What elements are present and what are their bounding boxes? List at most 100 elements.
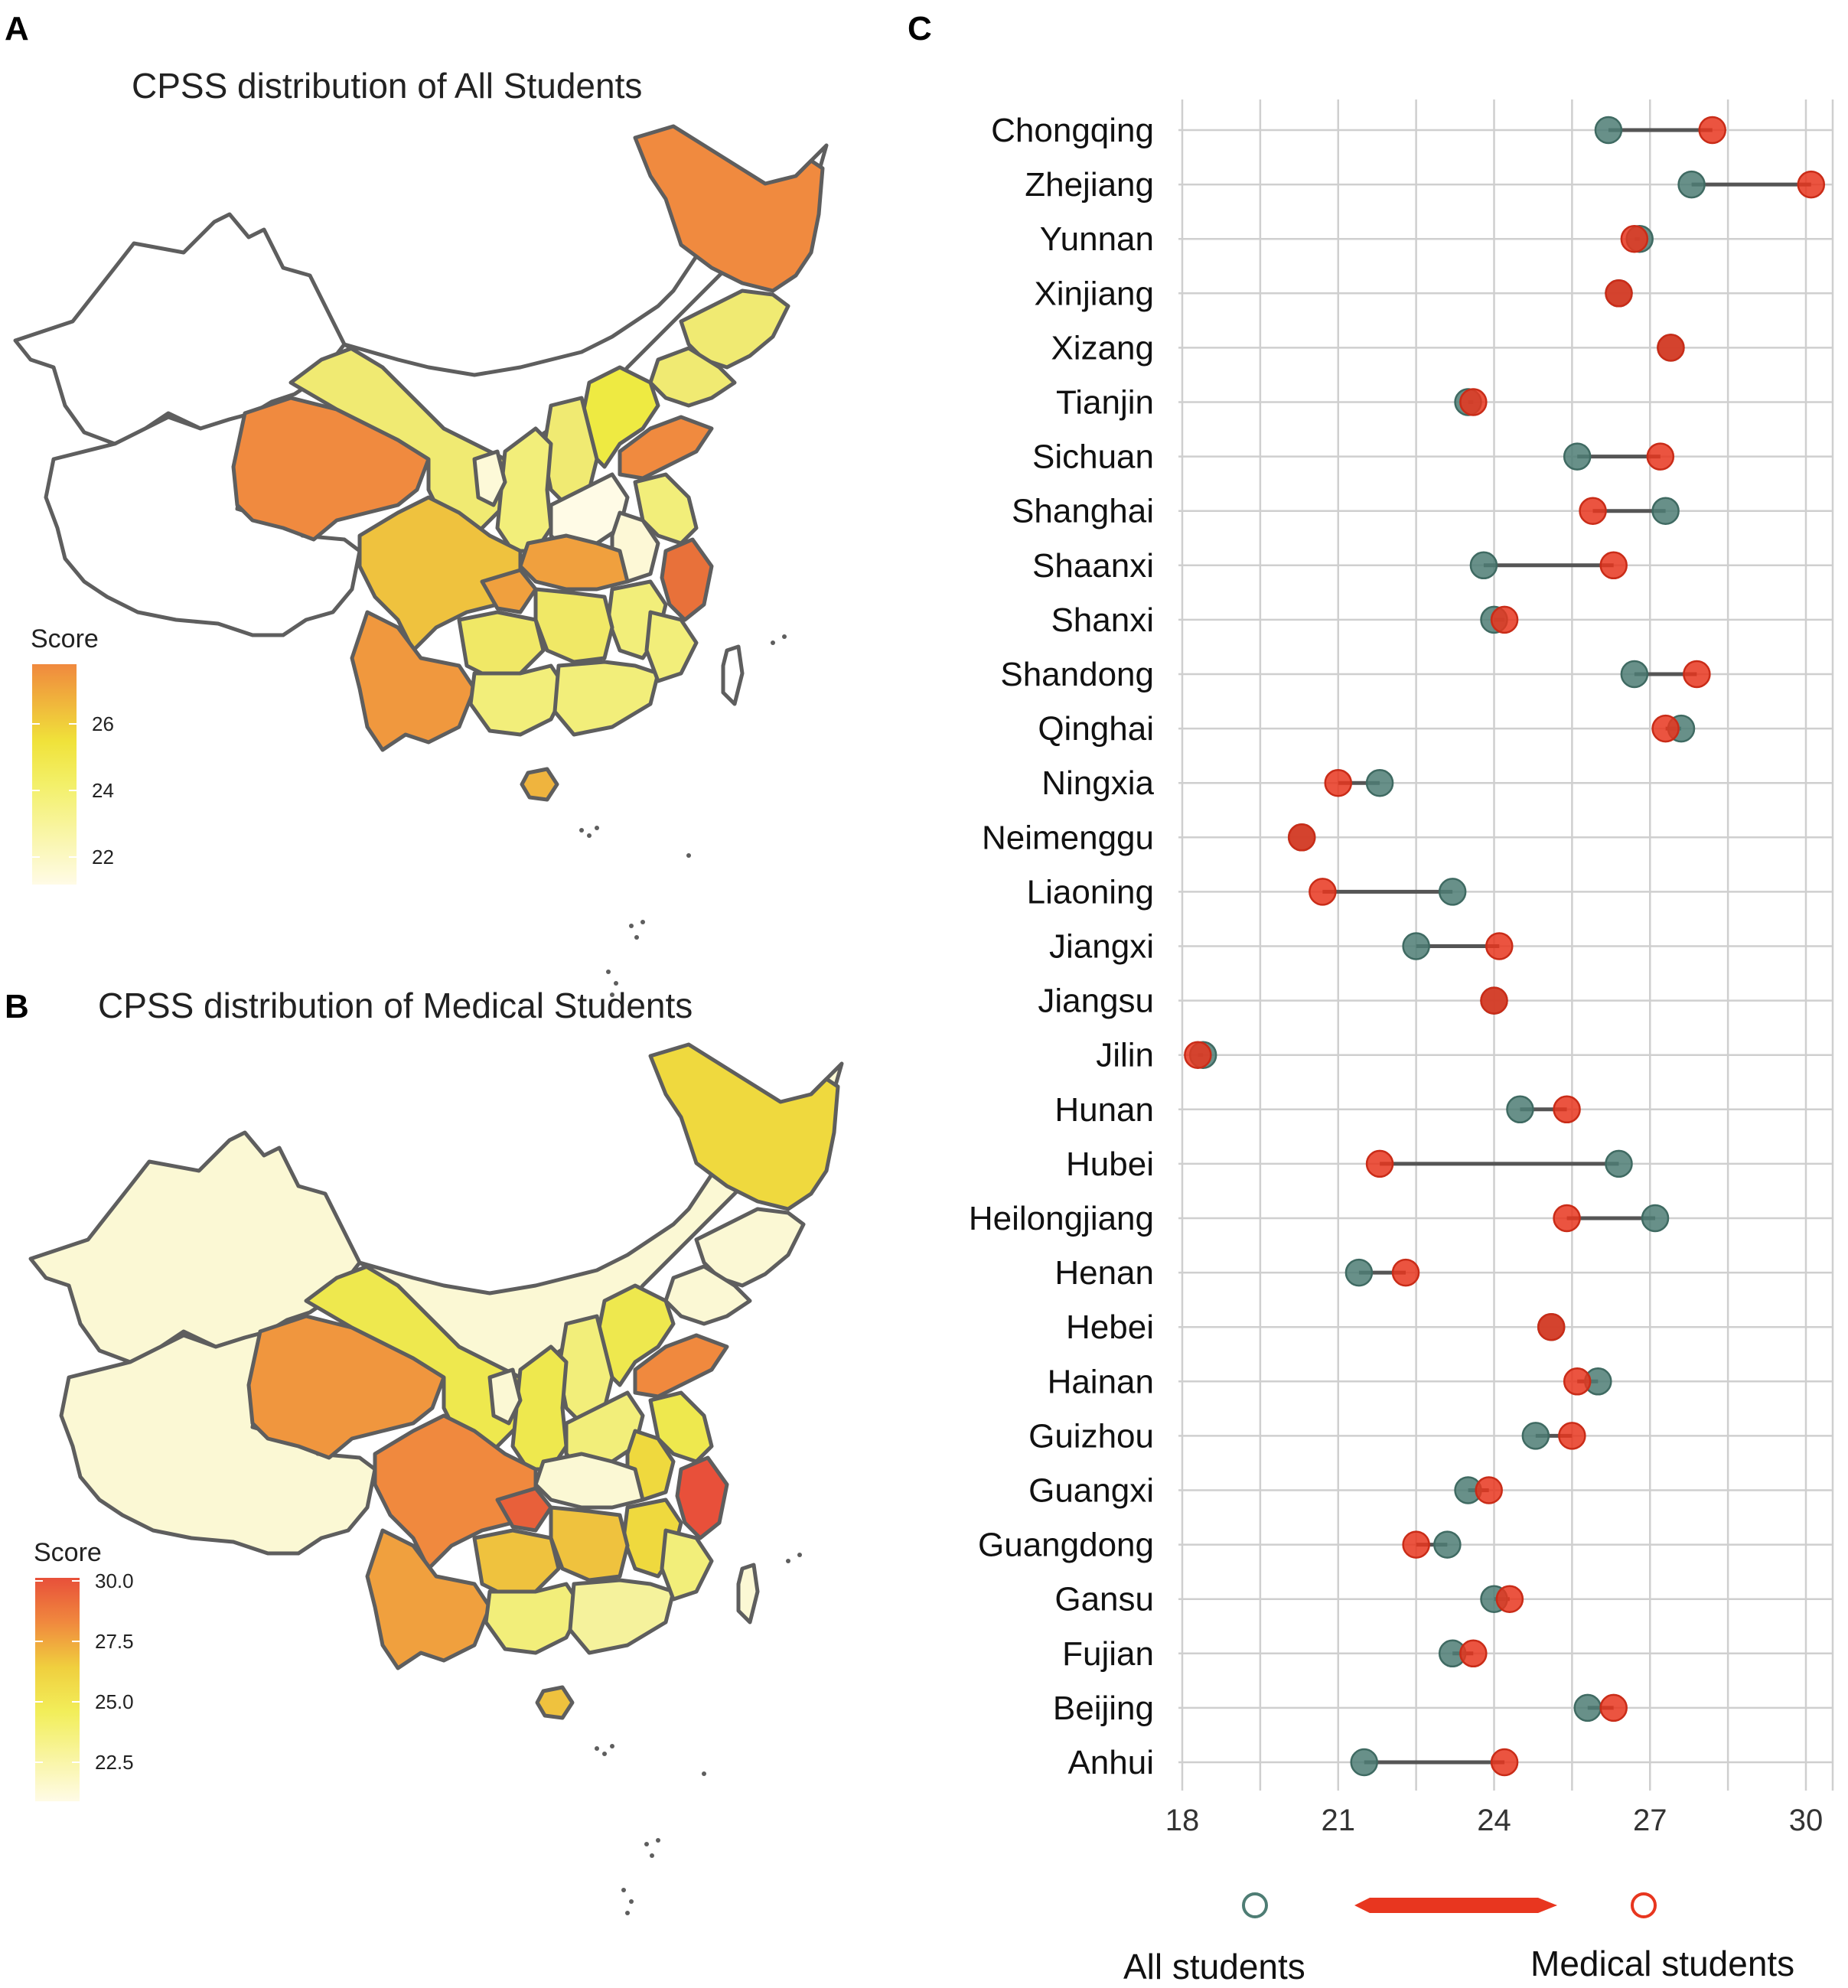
point-all-students [1344, 1258, 1374, 1287]
map-a-guangdong [552, 660, 660, 737]
province-label: Guangxi [1028, 1472, 1154, 1510]
point-medical-students [1605, 279, 1633, 308]
point-medical-students [1599, 1693, 1628, 1722]
map-a-heilongjiang [633, 124, 825, 293]
province-label: Jilin [1096, 1037, 1154, 1074]
point-medical-students [1490, 1748, 1519, 1777]
province-label: Beijing [1053, 1690, 1154, 1727]
point-medical-students [1558, 1422, 1586, 1450]
point-all-students [1402, 932, 1430, 960]
province-label: Neimenggu [982, 819, 1154, 856]
province-label: Hunan [1054, 1091, 1154, 1129]
point-medical-students [1563, 1367, 1592, 1396]
map-a-hubei [518, 533, 630, 592]
map-a-shandong [618, 415, 714, 481]
map-a-fujian [644, 610, 699, 683]
map-a-xizang [44, 411, 362, 637]
point-all-students [1605, 1149, 1633, 1178]
point-all-students [1438, 878, 1467, 906]
point-medical-students [1391, 1258, 1420, 1287]
legend-medical-label: Medical students [1530, 1944, 1794, 1983]
map-a-liaoning [648, 346, 737, 408]
legend-a-tick-26: 26 [92, 712, 114, 735]
legend-b-tick-22-5: 22.5 [95, 1751, 134, 1774]
x-tick-label: 21 [1322, 1804, 1356, 1837]
point-medical-students [1490, 605, 1519, 634]
province-label: Ningxia [1041, 764, 1154, 802]
legend-a: Score 26 24 22 [31, 624, 114, 885]
point-all-students [1641, 1204, 1670, 1233]
legend-a-colorbar [32, 664, 77, 885]
map-a-ningxia [472, 449, 507, 507]
point-all-students [1433, 1530, 1462, 1559]
map-a-guangxi [468, 663, 569, 737]
legend-b-tick-27-5: 27.5 [95, 1630, 134, 1653]
province-label: Shanghai [1012, 493, 1154, 530]
point-all-students [1506, 1095, 1534, 1124]
point-medical-students [1459, 1639, 1488, 1668]
point-medical-students [1620, 224, 1649, 253]
point-medical-students [1459, 388, 1488, 416]
x-axis-ticks: 18 21 24 27 30 [1165, 1804, 1824, 1837]
province-label: Liaoning [1027, 873, 1154, 911]
province-label: Xinjiang [1034, 275, 1154, 312]
point-medical-students [1683, 660, 1711, 689]
province-label: Guizhou [1028, 1417, 1154, 1455]
point-medical-students [1485, 932, 1514, 960]
province-label: Xizang [1051, 329, 1154, 367]
point-medical-students [1698, 116, 1726, 145]
point-all-students [1521, 1422, 1550, 1450]
province-label: Fujian [1062, 1635, 1154, 1673]
x-tick-label: 24 [1477, 1804, 1511, 1837]
map-b-yunnan [365, 1528, 492, 1670]
point-all-students [1563, 442, 1592, 471]
x-tick-label: 27 [1633, 1804, 1667, 1837]
map-b-guangxi [484, 1582, 584, 1655]
point-all-students [1594, 116, 1623, 145]
point-all-students [1651, 497, 1680, 525]
province-label: Zhejiang [1025, 166, 1154, 204]
point-medical-students [1184, 1041, 1212, 1069]
x-tick-label: 18 [1165, 1804, 1200, 1837]
dumbbell-points [1184, 116, 1826, 1777]
point-medical-students [1553, 1095, 1581, 1124]
map-b-ningxia [487, 1367, 523, 1426]
legend-a-title: Score [31, 624, 99, 653]
point-medical-students [1537, 1312, 1566, 1341]
province-label: Sichuan [1032, 438, 1154, 476]
point-all-students [1573, 1693, 1602, 1722]
map-a-hunan [533, 587, 614, 664]
map-b-zhejiang [675, 1455, 729, 1540]
province-label: Tianjin [1056, 384, 1154, 422]
map-a-yunnan [350, 610, 477, 752]
province-label: Qinghai [1038, 710, 1154, 748]
map-b-hainan [535, 1685, 575, 1720]
legend-b-tick-25: 25.0 [95, 1690, 134, 1713]
legend-a-tick-22: 22 [92, 846, 114, 869]
point-medical-students [1324, 768, 1352, 797]
province-label: Hubei [1066, 1146, 1154, 1183]
point-medical-students [1495, 1585, 1524, 1613]
legend-all-symbol [1242, 1892, 1268, 1918]
point-medical-students [1579, 497, 1607, 525]
legend-c: All students Medical students [1123, 1892, 1794, 1986]
point-all-students [1350, 1748, 1378, 1777]
dumbbell-plot: Chongqing Zhejiang Yunnan Xinjiang Xizang Tia… [969, 99, 1834, 1837]
map-a-guizhou [457, 610, 546, 680]
point-medical-students [1553, 1204, 1581, 1233]
map-b-hubei [533, 1452, 645, 1510]
point-medical-students [1657, 334, 1685, 362]
province-label: Chongqing [991, 112, 1154, 149]
map-a [13, 124, 829, 997]
map-a-title: CPSS distribution of All Students [132, 66, 642, 106]
map-a-islands [579, 634, 787, 997]
point-all-students [1677, 170, 1706, 199]
point-medical-students [1651, 714, 1680, 743]
province-label: Gansu [1054, 1581, 1154, 1618]
point-medical-students [1599, 551, 1628, 580]
province-label: Yunnan [1040, 220, 1154, 258]
map-a-chongqing [480, 568, 538, 614]
legend-all-label: All students [1123, 1947, 1305, 1986]
legend-b-title: Score [34, 1538, 102, 1567]
